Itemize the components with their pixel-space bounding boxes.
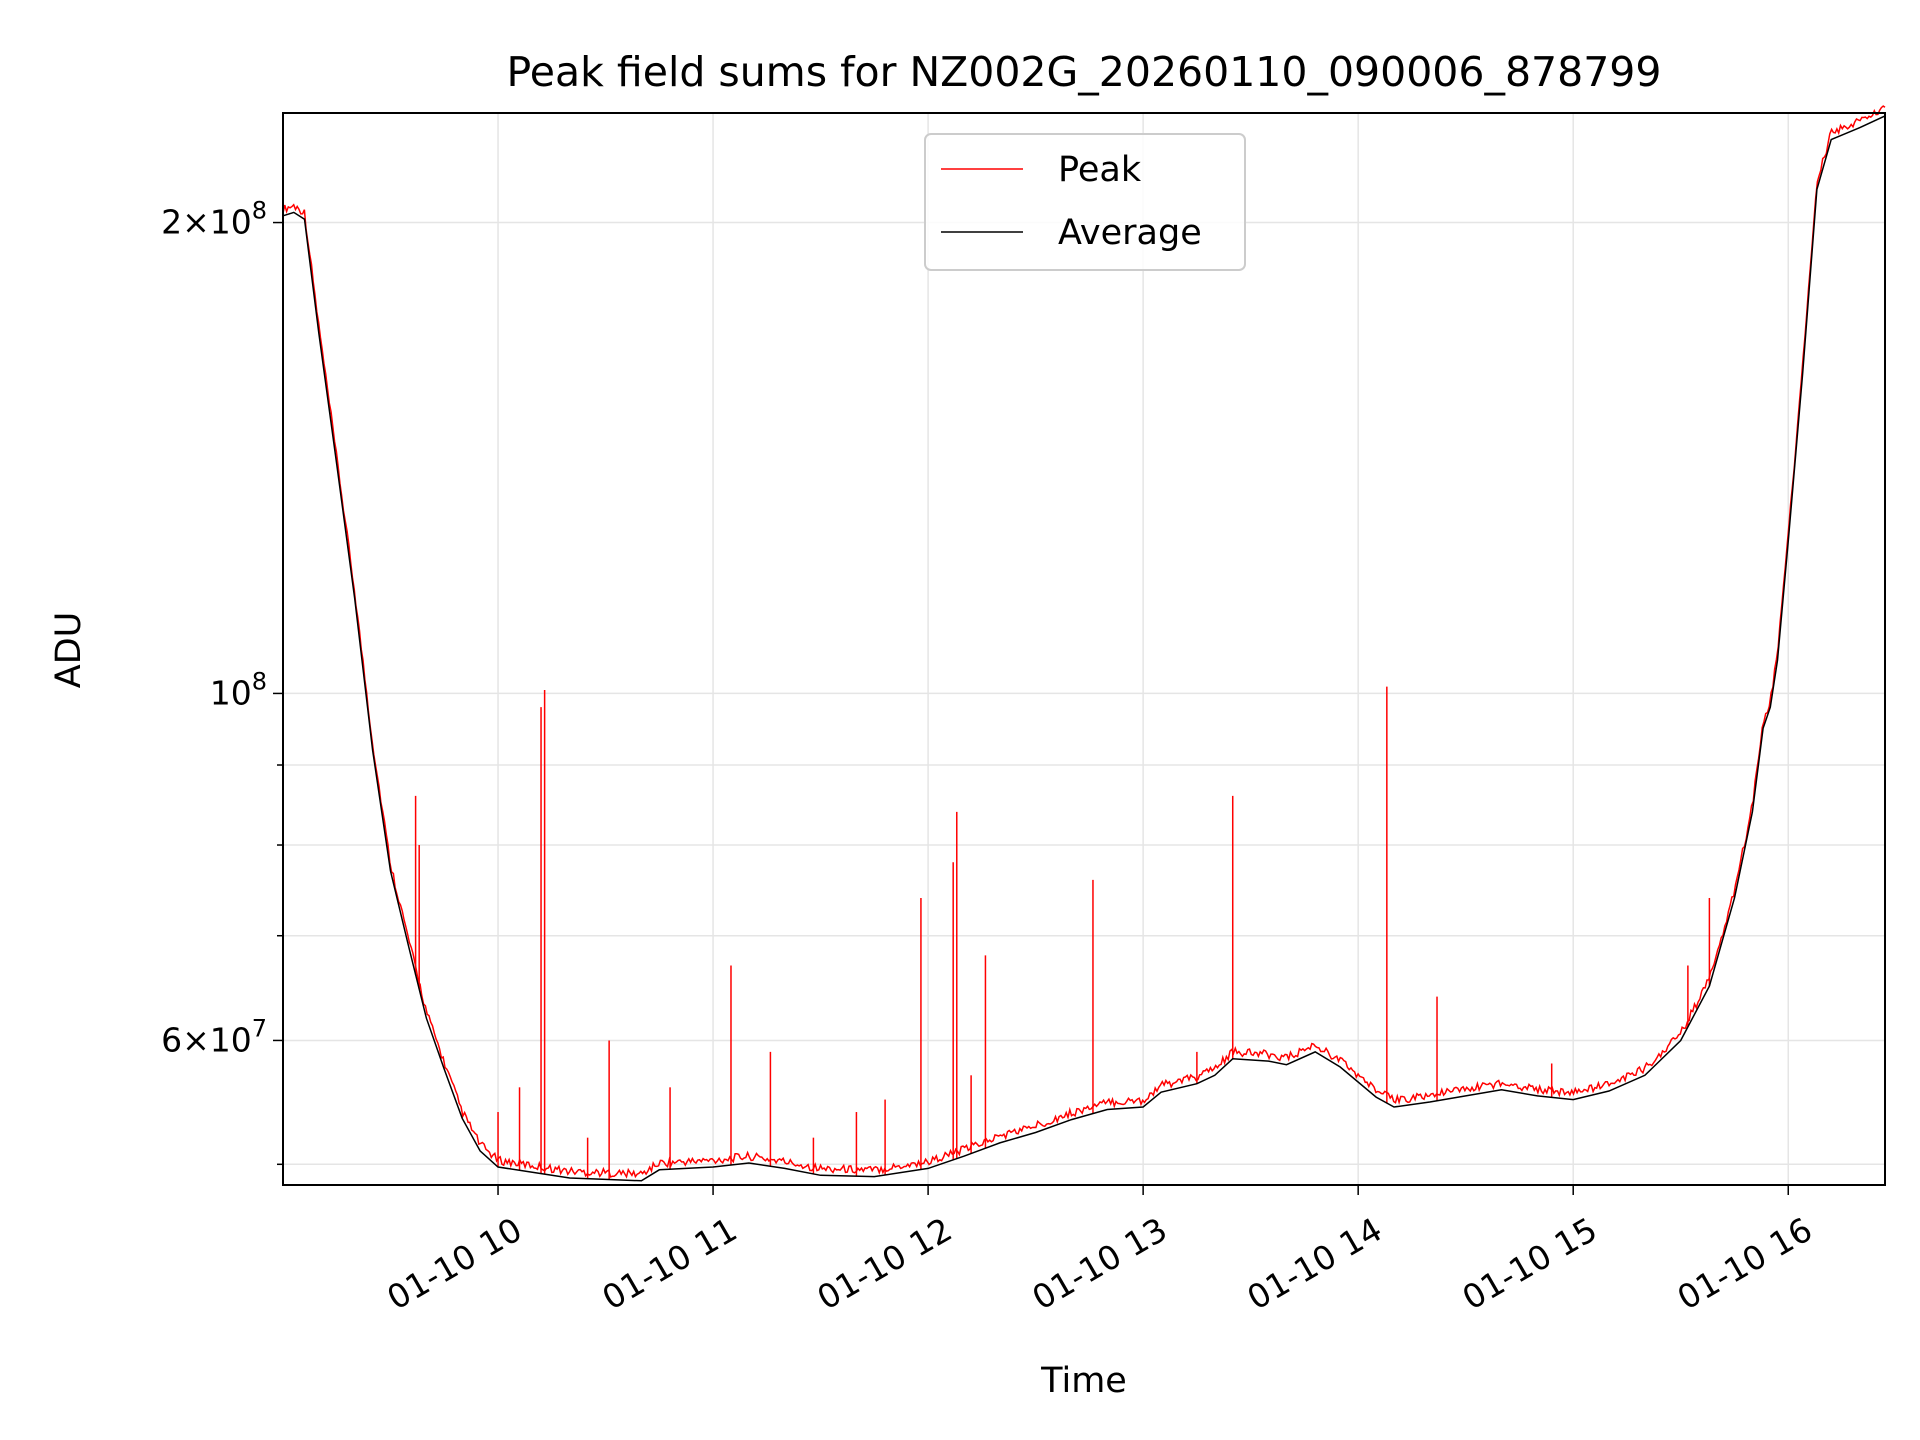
plot-area — [282, 105, 1886, 1182]
y-axis: 6×107 108 2×108 — [161, 197, 283, 1166]
y-tick-label: 6×107 — [161, 1014, 267, 1059]
legend-box — [924, 133, 1246, 271]
legend-label-average: Average — [1058, 213, 1202, 253]
x-axis-label: Time — [1040, 1361, 1127, 1401]
chart-title: Peak field sums for NZ002G_20260110_0900… — [507, 48, 1662, 96]
y-tick-label: 108 — [210, 667, 267, 712]
y-tick-label: 2×108 — [161, 197, 267, 242]
plot-frame — [282, 112, 1886, 1186]
series-line-peak — [282, 105, 1886, 1179]
legend: Peak Average — [924, 133, 1246, 271]
series-line-average — [282, 115, 1886, 1182]
legend-label-peak: Peak — [1058, 150, 1142, 190]
y-axis-label: ADU — [49, 612, 89, 689]
